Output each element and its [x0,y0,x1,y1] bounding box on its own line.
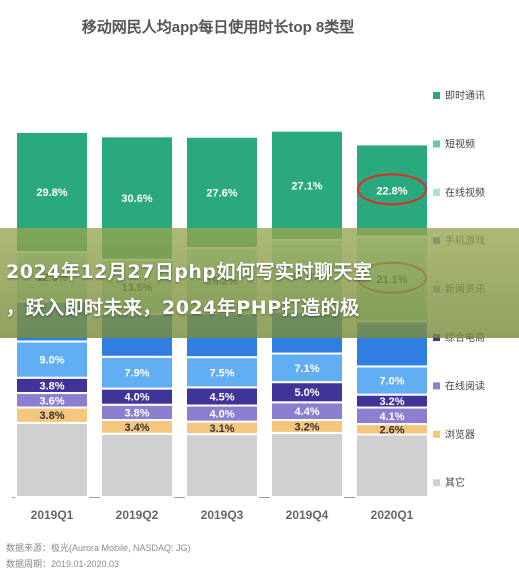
data-label-在线阅读-2019Q3: 4.0% [209,409,234,421]
legend-swatch-其它 [433,479,440,487]
x-tick-label-2019Q1: 2019Q1 [31,508,74,522]
x-tick-label-2020Q1: 2020Q1 [371,508,414,522]
data-label-新闻资讯-2019Q2: 7.9% [124,368,149,380]
legend-label-在线阅读: 在线阅读 [445,379,485,392]
bar-segment-新闻资讯-2020Q1 [355,365,429,396]
data-label-浏览器-2019Q2: 3.4% [124,422,149,434]
period-note: 数据周期：2019.01-2020.03 [6,559,120,569]
x-tick-label-2019Q2: 2019Q2 [116,508,159,522]
data-label-浏览器-2019Q3: 3.1% [209,423,234,435]
bar-segment-新闻资讯-2019Q4 [270,352,344,384]
legend-swatch-即时通讯 [433,92,440,99]
legend-swatch-在线视频 [433,188,440,196]
legend-swatch-短视频 [433,140,440,148]
banner-headline[interactable]: 2024年12月27日php如何写实时聊天室 ，跃入即时未来，2024年PHP打… [6,254,516,326]
data-label-综合电商-2020Q1: 3.2% [379,396,404,408]
data-label-新闻资讯-2020Q1: 7.0% [379,376,404,388]
data-label-在线阅读-2019Q4: 4.4% [294,406,319,418]
data-label-在线阅读-2019Q1: 3.6% [39,395,64,407]
legend-label-短视频: 短视频 [445,137,475,150]
data-label-新闻资讯-2019Q4: 7.1% [294,363,319,375]
data-label-浏览器-2019Q4: 3.2% [294,421,319,433]
legend-label-其它: 其它 [445,476,465,489]
bar-segment-其它-2019Q4 [270,431,344,499]
legend-swatch-在线阅读 [433,382,440,390]
data-label-浏览器-2020Q1: 2.6% [379,424,404,436]
banner-line-1: 2024年12月27日php如何写实时聊天室 [6,261,373,283]
bar-segment-新闻资讯-2019Q2 [100,355,174,390]
data-label-浏览器-2019Q1: 3.8% [39,410,64,422]
bar-segment-其它-2019Q3 [185,433,259,498]
data-label-新闻资讯-2019Q3: 7.5% [209,367,234,379]
data-label-在线阅读-2019Q2: 3.8% [124,407,149,419]
legend-label-在线视频: 在线视频 [445,186,485,199]
chart-title: 移动网民人均app每日使用时长top 8类型 [82,18,355,36]
banner-line-2: ，跃入即时未来，2024年PHP打造的极 [6,297,360,319]
data-label-综合电商-2019Q3: 4.5% [209,391,234,403]
data-label-即时通讯-2019Q2: 30.6% [121,193,152,205]
bar-segment-其它-2020Q1 [355,433,429,499]
annotation-circle-即时通讯 [357,173,427,206]
data-label-即时通讯-2020Q1: 22.8% [376,185,407,197]
bar-segment-其它-2019Q2 [100,432,174,499]
x-tick-label-2019Q3: 2019Q3 [201,508,244,522]
bar-segment-其它-2019Q1 [15,421,89,498]
data-label-综合电商-2019Q4: 5.0% [294,387,319,399]
data-label-综合电商-2019Q2: 4.0% [124,392,149,404]
data-label-新闻资讯-2019Q1: 9.0% [39,355,64,367]
data-label-即时通讯-2019Q3: 27.6% [206,187,237,199]
bar-segment-即时通讯-2020Q1 [355,143,429,238]
data-label-即时通讯-2019Q4: 27.1% [291,180,322,192]
legend-label-即时通讯: 即时通讯 [445,90,485,102]
source-note: 数据来源：极光(Aurora Mobile, NASDAQ: JG) [6,543,191,553]
x-tick-label-2019Q4: 2019Q4 [286,508,329,522]
overlay-banner [0,228,519,338]
legend-swatch-浏览器 [433,430,440,438]
data-label-在线阅读-2020Q1: 4.1% [379,411,404,423]
legend-label-浏览器: 浏览器 [445,428,475,441]
data-label-综合电商-2019Q1: 3.8% [39,380,64,392]
data-label-即时通讯-2019Q1: 29.8% [36,187,67,199]
